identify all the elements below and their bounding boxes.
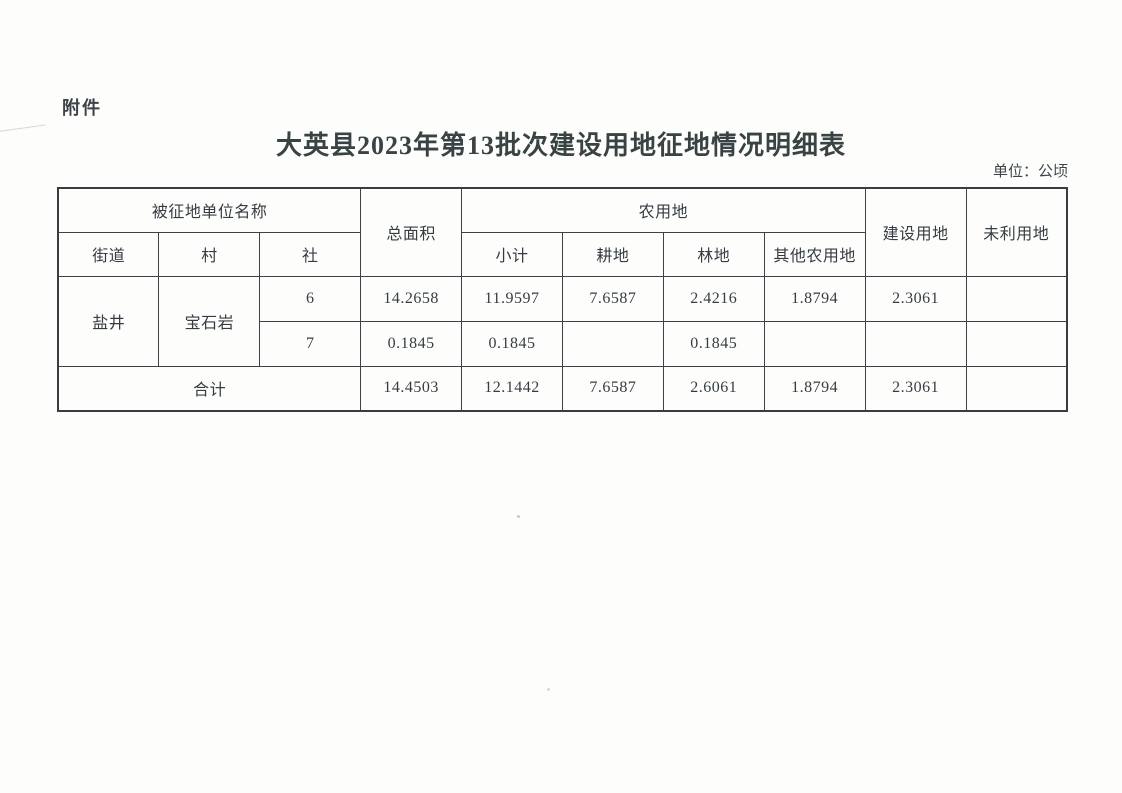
total-total-area: 14.4503 [360,365,463,412]
cell-forest: 0.1845 [662,320,765,367]
cell-forest: 2.4216 [662,275,765,322]
total-row: 合计 14.4503 12.1442 7.6587 2.6061 1.8794 … [57,365,1068,412]
header-unit-group: 被征地单位名称 [57,187,362,233]
cell-cultivated [561,320,664,367]
land-acquisition-table: 被征地单位名称 总面积 农用地 建设用地 未利用地 街道 村 社 小计 耕地 林… [57,187,1068,412]
total-subtotal: 12.1442 [461,365,563,412]
header-total-area: 总面积 [360,187,463,277]
cell-unused [965,275,1068,322]
header-village: 村 [158,231,261,277]
cell-community: 6 [259,275,362,322]
cell-cultivated: 7.6587 [561,275,664,322]
cell-village: 宝石岩 [158,275,261,367]
total-forest: 2.6061 [662,365,765,412]
cell-construction [864,320,967,367]
total-other-agricultural: 1.8794 [763,365,866,412]
header-unused-land: 未利用地 [965,187,1068,277]
cell-community: 7 [259,320,362,367]
header-community: 社 [259,231,362,277]
scan-speck [547,688,550,691]
header-row-2: 街道 村 社 小计 耕地 林地 其他农用地 [57,231,1067,277]
header-forest-land: 林地 [662,231,765,277]
table-row: 7 0.1845 0.1845 0.1845 [58,320,1068,367]
total-cultivated: 7.6587 [561,365,664,412]
header-cultivated-land: 耕地 [561,231,664,277]
total-construction: 2.3061 [864,365,967,412]
header-agricultural-group: 农用地 [461,187,866,233]
header-construction-land: 建设用地 [864,187,967,277]
table-row: 盐井 宝石岩 6 14.2658 11.9597 7.6587 2.4216 1… [57,275,1068,367]
unit-note: 单位：公顷 [992,164,1068,180]
header-row-1: 被征地单位名称 总面积 农用地 建设用地 未利用地 [57,187,1068,277]
cell-subtotal: 11.9597 [461,275,563,322]
cell-subtotal: 0.1845 [461,320,563,367]
cell-other-agricultural: 1.8794 [763,275,866,322]
cell-unused [965,320,1068,367]
cell-other-agricultural [763,320,866,367]
total-unused [965,365,1068,412]
cell-total-area: 14.2658 [360,275,463,322]
page-title: 大英县2023年第13批次建设用地征地情况明细表 [275,131,846,160]
header-street: 街道 [57,231,160,277]
cell-total-area: 0.1845 [360,320,463,367]
attachment-label: 附件 [62,98,102,118]
cell-street: 盐井 [57,275,160,367]
scan-speck [517,515,520,518]
header-other-agricultural: 其他农用地 [763,231,866,277]
header-subtotal: 小计 [461,231,563,277]
cell-construction: 2.3061 [864,275,967,322]
total-label: 合计 [57,365,362,412]
